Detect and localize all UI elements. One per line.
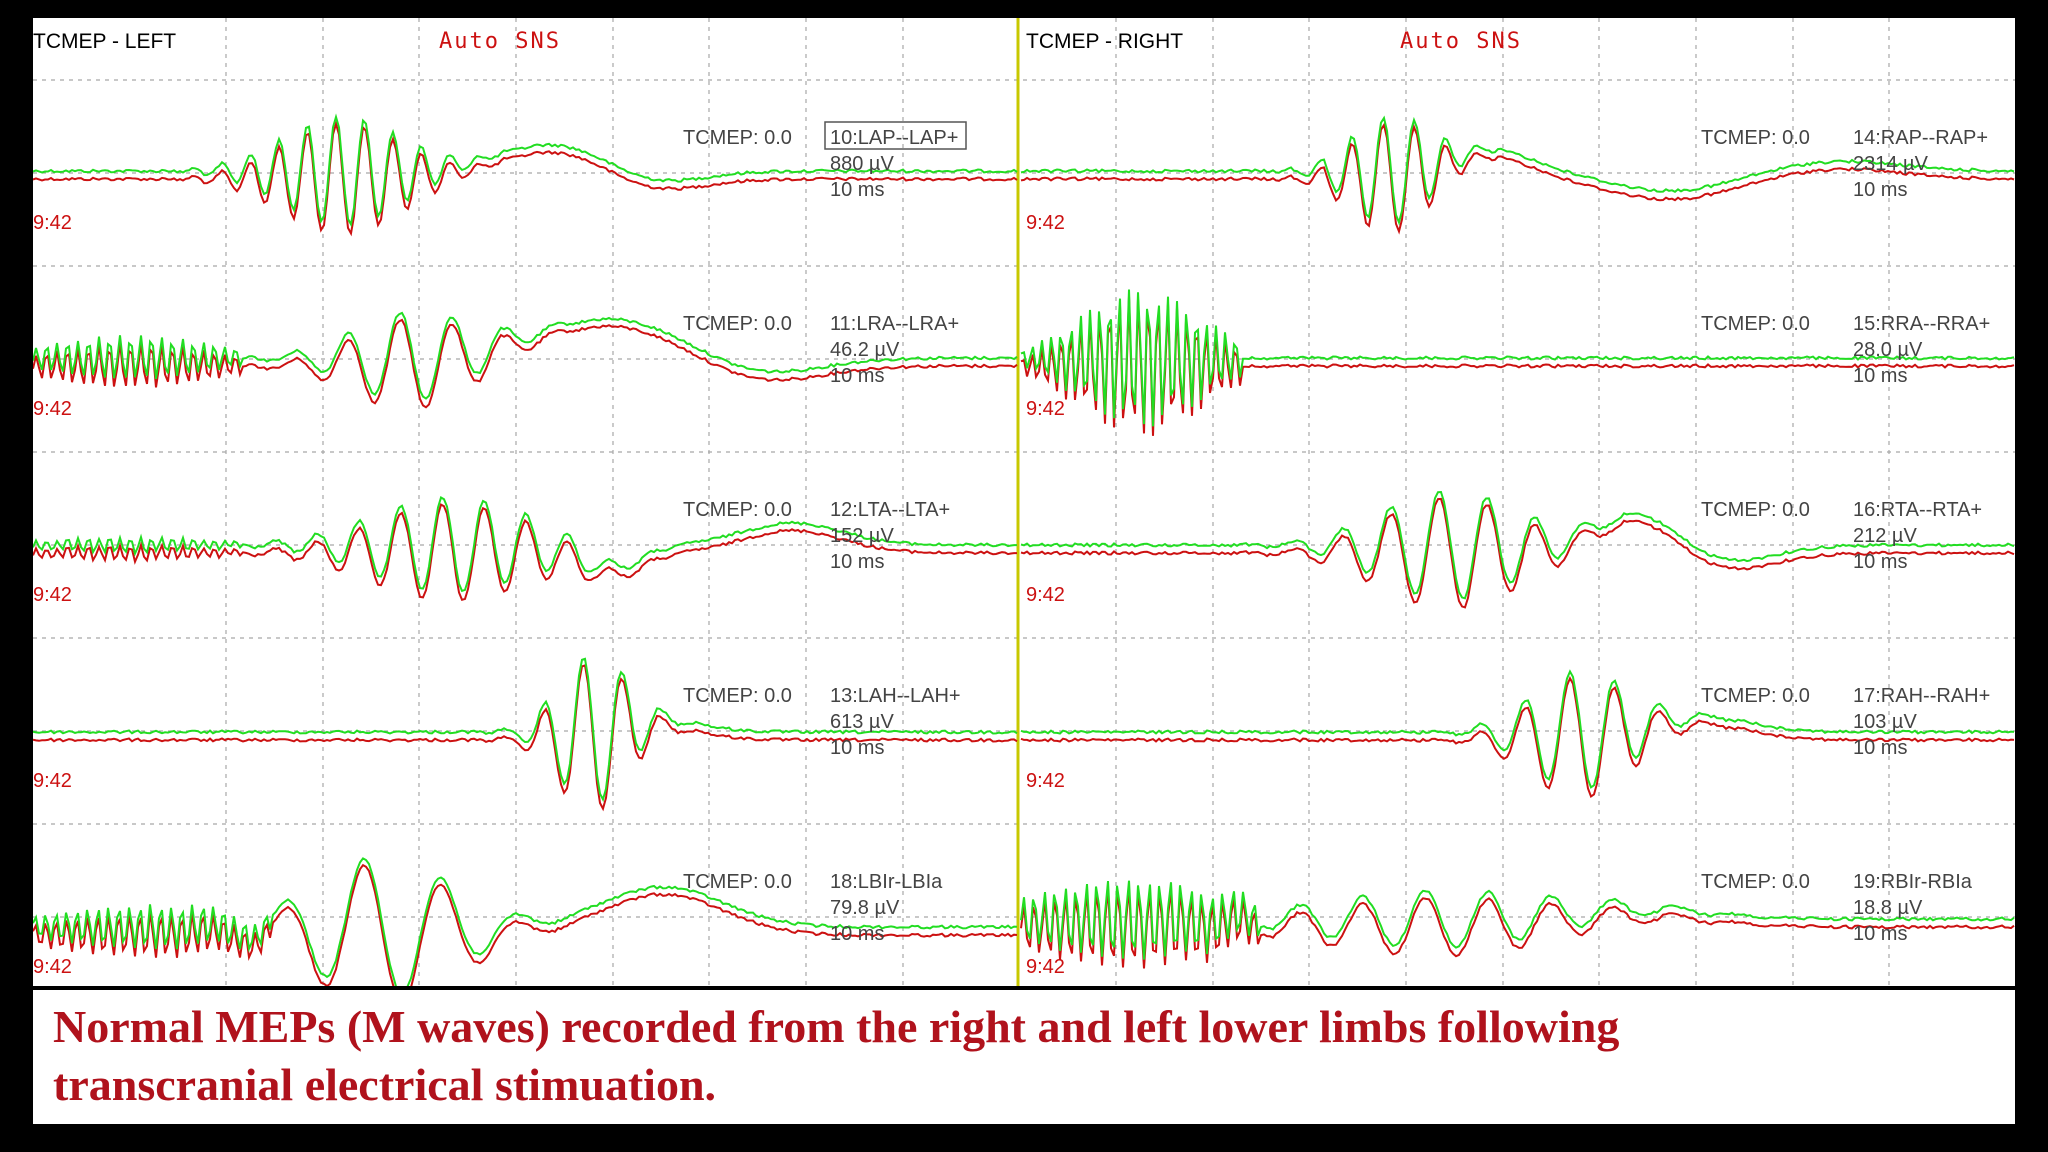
channel-right-4: TCMEP: 0.0 17:RAH--RAH+ 103 µV 10 ms 9:4… [1026, 685, 1990, 792]
channel-time-scale: 10 ms [1853, 365, 1907, 387]
channel-label: 15:RRA--RRA+ [1853, 313, 1990, 335]
channel-left-5: TCMEP: 0.0 18:LBIr-LBIa 79.8 µV 10 ms 9:… [33, 871, 943, 978]
channel-label: 10:LAP--LAP+ [830, 127, 958, 149]
reference-trace [1020, 122, 2015, 235]
channel-right-3: TCMEP: 0.0 16:RTA--RTA+ 212 µV 10 ms 9:4… [1026, 499, 1982, 606]
channel-timestamp: 9:42 [1026, 398, 1065, 420]
reference-trace [33, 503, 1017, 602]
channel-time-scale: 10 ms [1853, 551, 1907, 573]
channel-label: 13:LAH--LAH+ [830, 685, 961, 707]
channel-label-box [824, 121, 967, 150]
channel-right-5: TCMEP: 0.0 19:RBIr-RBIa 18.8 µV 10 ms 9:… [1026, 871, 1973, 978]
channel-tag: TCMEP: 0.0 [683, 685, 792, 707]
channel-amplitude: 152 µV [830, 525, 894, 547]
channel-tag: TCMEP: 0.0 [683, 313, 792, 335]
channel-amplitude: 212 µV [1853, 525, 1917, 547]
channel-timestamp: 9:42 [33, 770, 72, 792]
reference-trace [1020, 497, 2015, 609]
channel-time-scale: 10 ms [830, 551, 884, 573]
reference-trace [33, 318, 1018, 409]
channel-amplitude: 46.2 µV [830, 339, 900, 361]
channel-timestamp: 9:42 [33, 956, 72, 978]
channel-time-scale: 10 ms [830, 737, 884, 759]
channel-timestamp: 9:42 [1026, 770, 1065, 792]
channel-label: 18:LBIr-LBIa [830, 871, 943, 893]
current-trace [33, 113, 1018, 228]
channel-tag: TCMEP: 0.0 [1701, 685, 1810, 707]
current-trace [1020, 289, 2015, 427]
channel-right-2: TCMEP: 0.0 15:RRA--RRA+ 28.0 µV 10 ms 9:… [1026, 313, 1990, 420]
channel-amplitude: 18.8 µV [1853, 897, 1923, 919]
channel-time-scale: 10 ms [830, 179, 884, 201]
channel-tag: TCMEP: 0.0 [1701, 127, 1810, 149]
channel-amplitude: 613 µV [830, 711, 894, 733]
channel-time-scale: 10 ms [1853, 179, 1907, 201]
channel-time-scale: 10 ms [830, 365, 884, 387]
channel-label: 11:LRA--LRA+ [830, 313, 959, 335]
channel-amplitude: 28.0 µV [1853, 339, 1923, 361]
channel-amplitude: 79.8 µV [830, 897, 900, 919]
channel-time-scale: 10 ms [1853, 923, 1907, 945]
channel-label: 16:RTA--RTA+ [1853, 499, 1982, 521]
current-trace [1020, 115, 2015, 226]
current-trace [1020, 880, 2015, 960]
channel-tag: TCMEP: 0.0 [683, 871, 792, 893]
mode-label-right: Auto SNS [1400, 29, 1522, 54]
monitor-screen: TCMEP - LEFT Auto SNS TCMEP - RIGHT Auto… [33, 18, 2015, 986]
channel-tag: TCMEP: 0.0 [683, 499, 792, 521]
channel-tag: TCMEP: 0.0 [1701, 313, 1810, 335]
channel-timestamp: 9:42 [33, 398, 72, 420]
reference-trace [33, 120, 1018, 237]
channel-amplitude: 880 µV [830, 153, 894, 175]
channel-tag: TCMEP: 0.0 [1701, 499, 1810, 521]
channel-left-1: TCMEP: 0.0 10:LAP--LAP+ 880 µV 10 ms 9:4… [33, 121, 967, 234]
caption-line-2: transcranial electrical stimuation. [53, 1059, 717, 1110]
traces [33, 113, 2015, 986]
channel-timestamp: 9:42 [1026, 584, 1065, 606]
channel-label: 19:RBIr-RBIa [1853, 871, 1973, 893]
caption-line-1: Normal MEPs (M waves) recorded from the … [53, 1001, 1620, 1052]
channel-label: 14:RAP--RAP+ [1853, 127, 1988, 149]
channel-tag: TCMEP: 0.0 [1701, 871, 1810, 893]
channel-timestamp: 9:42 [1026, 212, 1065, 234]
reference-trace [1020, 675, 2015, 799]
current-trace [33, 496, 1017, 593]
channel-label: 12:LTA--LTA+ [830, 499, 950, 521]
channel-left-3: TCMEP: 0.0 12:LTA--LTA+ 152 µV 10 ms 9:4… [33, 499, 950, 606]
channel-label: 17:RAH--RAH+ [1853, 685, 1990, 707]
current-trace [1020, 669, 2015, 789]
current-trace [1020, 490, 2015, 600]
channel-amplitude: 103 µV [1853, 711, 1917, 733]
channel-right-1: TCMEP: 0.0 14:RAP--RAP+ 2314 µV 10 ms 9:… [1026, 127, 1988, 234]
reference-trace [33, 863, 1018, 986]
channel-left-2: TCMEP: 0.0 11:LRA--LRA+ 46.2 µV 10 ms 9:… [33, 313, 959, 420]
channel-tag: TCMEP: 0.0 [683, 127, 792, 149]
current-trace [33, 657, 1018, 803]
reference-trace [1020, 887, 2015, 969]
current-trace [33, 311, 1018, 400]
channel-time-scale: 10 ms [830, 923, 884, 945]
channel-amplitude: 2314 µV [1853, 153, 1929, 175]
channel-left-4: TCMEP: 0.0 13:LAH--LAH+ 613 µV 10 ms 9:4… [33, 685, 961, 792]
caption: Normal MEPs (M waves) recorded from the … [33, 990, 2015, 1124]
channel-timestamp: 9:42 [33, 584, 72, 606]
channel-time-scale: 10 ms [1853, 737, 1907, 759]
reference-trace [33, 664, 1018, 812]
mode-label-left: Auto SNS [439, 29, 561, 54]
waveform-display: TCMEP - LEFT Auto SNS TCMEP - RIGHT Auto… [33, 18, 2015, 986]
panel-title-left: TCMEP - LEFT [33, 30, 176, 53]
channel-timestamp: 9:42 [1026, 956, 1065, 978]
current-trace [33, 857, 1018, 986]
panel-title-right: TCMEP - RIGHT [1026, 30, 1183, 53]
channel-timestamp: 9:42 [33, 212, 72, 234]
